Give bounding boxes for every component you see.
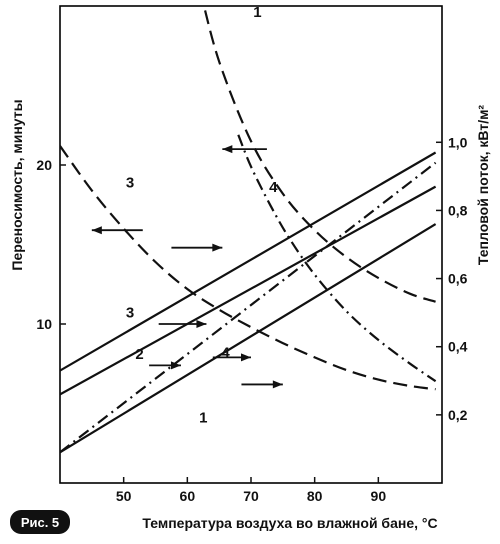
y-left-axis-title: Переносимость, минуты xyxy=(9,99,25,270)
y-right-tick-label-0,6: 0,6 xyxy=(448,271,468,287)
x-tick-label-50: 50 xyxy=(116,488,132,504)
arrow-head xyxy=(196,320,207,328)
arrow-head xyxy=(212,243,223,252)
curve-label-3: 3 xyxy=(126,305,134,322)
figure-badge-label: Рис. 5 xyxy=(21,515,59,530)
series-3-right-line xyxy=(60,151,437,372)
y-right-tick-label-0,2: 0,2 xyxy=(448,407,468,423)
curve-label-4: 4 xyxy=(269,179,278,196)
arrow-head xyxy=(91,226,102,235)
x-tick-label-90: 90 xyxy=(371,488,387,504)
figure-badge: Рис. 5 xyxy=(10,510,70,534)
tick-labels: 50 60 70 80 90 10 20 0,2 0,4 0,6 0,8 1,0 xyxy=(36,134,467,504)
curves xyxy=(60,6,437,454)
curve-label-1: 1 xyxy=(253,4,261,21)
y-right-tick-label-0,8: 0,8 xyxy=(448,202,468,218)
curve-label-1: 1 xyxy=(199,410,207,427)
series-1-right-line xyxy=(60,223,437,454)
curve-label-4: 4 xyxy=(221,344,230,361)
arrows xyxy=(91,145,283,389)
y-left-tick-label-20: 20 xyxy=(36,157,52,173)
y-right-tick-label-0,4: 0,4 xyxy=(448,339,468,355)
arrow-head xyxy=(241,353,251,362)
series-4-right-line xyxy=(60,161,437,454)
arrow-head xyxy=(170,361,181,370)
x-tick-label-60: 60 xyxy=(180,488,196,504)
arrow-left-2 xyxy=(222,145,267,154)
x-tick-label-80: 80 xyxy=(307,488,323,504)
curve-label-2: 2 xyxy=(135,346,143,363)
arrow-right-7 xyxy=(212,353,251,362)
arrow-head xyxy=(272,380,283,389)
arrow-head xyxy=(222,145,233,154)
curve-label-3: 3 xyxy=(126,174,134,191)
series-1-left-line xyxy=(202,6,436,303)
y-right-tick-label-1,0: 1,0 xyxy=(448,134,468,150)
arrow-right-8 xyxy=(241,380,283,389)
x-axis-title: Температура воздуха во влажной бане, °С xyxy=(142,515,437,531)
y-left-tick-label-10: 10 xyxy=(36,316,52,332)
curve-labels: 1 3 4 3 2 4 1 xyxy=(126,4,278,426)
series-3-left-line xyxy=(60,145,436,391)
arrow-left-3 xyxy=(91,226,143,235)
series-2-right-line xyxy=(60,185,437,396)
x-tick-label-70: 70 xyxy=(243,488,259,504)
arrow-right-5 xyxy=(158,320,207,328)
y-right-axis-title: Тепловой поток, кВт/м² xyxy=(475,105,491,266)
plot-frame xyxy=(59,5,443,484)
ticks xyxy=(60,141,442,483)
arrow-right-4 xyxy=(171,243,223,252)
arrow-right-6 xyxy=(149,361,181,370)
